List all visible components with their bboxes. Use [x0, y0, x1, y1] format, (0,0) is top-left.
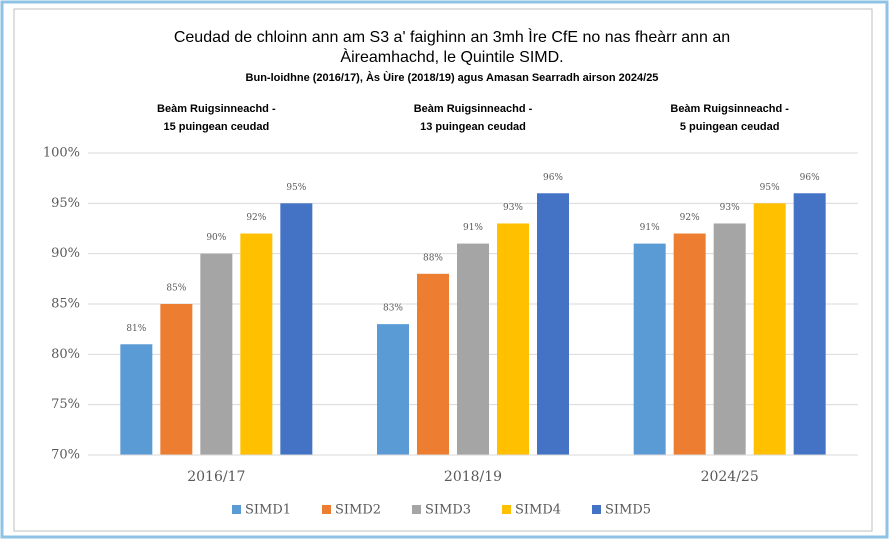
y-tick-label: 90%: [51, 246, 80, 261]
chart-title: Ceudad de chloinn ann am S3 a' faighinn …: [174, 27, 730, 46]
value-label: 91%: [463, 223, 483, 233]
legend-swatch: [412, 505, 421, 514]
bar: [673, 233, 706, 455]
bar: [160, 304, 193, 455]
chart-subtitle: Bun-loidhne (2016/17), Às Ùire (2018/19)…: [246, 71, 659, 84]
value-label: 95%: [760, 183, 780, 193]
value-label: 93%: [720, 203, 740, 213]
value-label: 91%: [640, 223, 660, 233]
y-tick-label: 70%: [51, 448, 80, 463]
legend-swatch: [232, 505, 241, 514]
bar: [537, 193, 569, 455]
y-tick-label: 95%: [51, 196, 80, 211]
value-label: 93%: [503, 203, 523, 213]
value-label: 81%: [126, 324, 146, 334]
annotation: 5 puingean ceudad: [680, 121, 780, 133]
value-label: 96%: [800, 173, 820, 183]
legend-label: SIMD3: [425, 503, 471, 518]
annotation: 15 puingean ceudad: [163, 121, 269, 133]
bar: [280, 203, 313, 455]
bar: [240, 233, 273, 455]
value-label: 92%: [680, 213, 700, 223]
legend-swatch: [592, 505, 601, 514]
value-label: 92%: [246, 213, 266, 223]
annotation: Beàm Ruigsinneachd -: [157, 103, 276, 115]
y-tick-label: 80%: [51, 347, 80, 362]
value-label: 85%: [166, 284, 186, 294]
y-tick-label: 100%: [43, 146, 80, 161]
y-tick-label: 85%: [51, 297, 80, 312]
annotation: Beàm Ruigsinneachd -: [414, 103, 533, 115]
bar: [417, 273, 449, 455]
legend-label: SIMD2: [335, 503, 381, 518]
legend-swatch: [322, 505, 331, 514]
bar: [200, 253, 233, 455]
bar: [457, 243, 489, 455]
chart-title: Àireamhachd, le Quintile SIMD.: [340, 47, 563, 66]
bar: [377, 324, 409, 455]
annotation: 13 puingean ceudad: [420, 121, 526, 133]
y-tick-label: 75%: [51, 397, 80, 412]
bar: [497, 223, 529, 455]
x-tick-label: 2018/19: [444, 469, 502, 485]
annotation: Beàm Ruigsinneachd -: [670, 103, 789, 115]
bar: [793, 193, 826, 455]
x-tick-label: 2024/25: [701, 469, 759, 485]
legend-label: SIMD4: [515, 503, 561, 518]
legend-swatch: [502, 505, 511, 514]
value-label: 88%: [423, 253, 443, 263]
bar: [713, 223, 746, 455]
value-label: 95%: [286, 183, 306, 193]
legend-label: SIMD1: [245, 503, 291, 518]
value-label: 90%: [206, 233, 226, 243]
value-label: 83%: [383, 304, 403, 314]
bar: [120, 344, 153, 455]
legend-label: SIMD5: [605, 503, 651, 518]
value-label: 96%: [543, 173, 563, 183]
x-tick-label: 2016/17: [187, 469, 245, 485]
bar: [753, 203, 786, 455]
bar: [633, 243, 666, 455]
